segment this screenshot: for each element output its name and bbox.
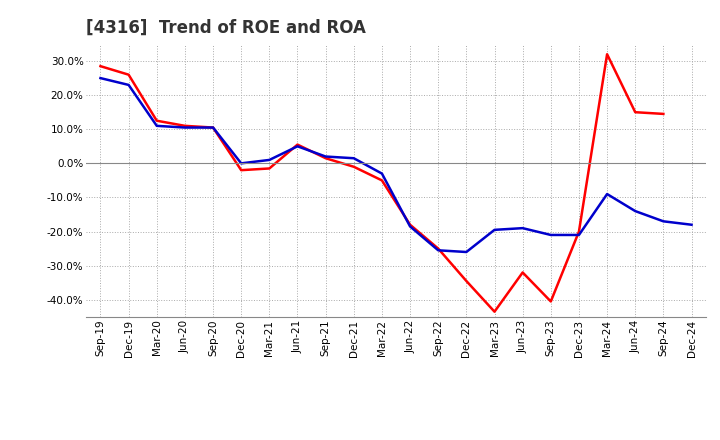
ROE — [125, 72, 133, 77]
ROE — [181, 123, 189, 128]
ROA — [293, 143, 302, 149]
ROE — [349, 164, 358, 169]
ROA — [434, 248, 443, 253]
ROA — [321, 154, 330, 159]
ROA — [659, 219, 667, 224]
ROA — [349, 156, 358, 161]
ROE — [377, 178, 386, 183]
ROE — [153, 118, 161, 123]
ROE — [265, 166, 274, 171]
Text: [4316]  Trend of ROE and ROA: [4316] Trend of ROE and ROA — [86, 19, 366, 37]
ROA — [546, 232, 555, 238]
ROE — [603, 51, 611, 57]
ROA — [462, 249, 471, 255]
ROE — [631, 110, 639, 115]
ROA — [490, 227, 499, 232]
ROA — [518, 225, 527, 231]
ROA — [237, 161, 246, 166]
ROE — [659, 111, 667, 117]
ROA — [153, 123, 161, 128]
ROA — [603, 191, 611, 197]
ROE — [406, 222, 415, 227]
ROE — [209, 125, 217, 130]
ROE — [518, 270, 527, 275]
ROA — [96, 76, 105, 81]
ROA — [265, 157, 274, 162]
ROA — [377, 171, 386, 176]
ROE — [237, 168, 246, 173]
ROA — [209, 125, 217, 130]
ROA — [631, 209, 639, 214]
ROE — [434, 246, 443, 251]
ROE — [490, 309, 499, 314]
ROA — [687, 222, 696, 227]
ROA — [406, 224, 415, 229]
ROE — [321, 156, 330, 161]
ROE — [546, 299, 555, 304]
Line: ROE: ROE — [101, 54, 663, 312]
ROE — [96, 63, 105, 69]
ROA — [575, 232, 583, 238]
ROE — [575, 229, 583, 234]
ROE — [462, 279, 471, 284]
ROE — [293, 142, 302, 147]
ROA — [125, 82, 133, 88]
Line: ROA: ROA — [101, 78, 691, 252]
ROA — [181, 125, 189, 130]
